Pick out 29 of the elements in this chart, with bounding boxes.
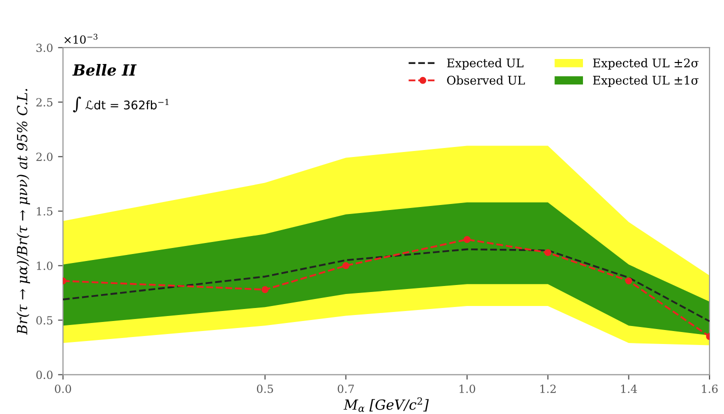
legend-label: Expected UL — [447, 58, 524, 70]
annotation: Belle II — [72, 64, 137, 76]
x-axis-title: M$_{α}$ [GeV/c$^{2}$] — [344, 397, 429, 412]
y-tick-label: 2.5 — [36, 98, 52, 106]
legend-label: Expected UL ±1σ — [593, 76, 699, 87]
point — [262, 286, 268, 294]
text: ×10$^{−3}$ — [64, 34, 98, 44]
y-tick-label: 3.0 — [36, 44, 53, 52]
y-tick-label: 1.0 — [36, 262, 53, 270]
point — [464, 236, 471, 243]
point — [625, 277, 632, 284]
point — [544, 249, 552, 256]
y-axis-title: Br(τ → μα)/Br(τ → μνν) at 95% C.L. — [16, 89, 30, 335]
annotation: ∫ ℒdt = 362fb$^{−1}$ — [73, 96, 168, 112]
y-tick-label: 2.0 — [36, 152, 53, 162]
y-tick-label: 0.0 — [36, 370, 53, 380]
legend-label: Expected UL ±2σ — [593, 58, 699, 70]
y-tick-label: 1.5 — [36, 207, 52, 216]
x-tick-label: 0.7 — [338, 384, 354, 393]
point — [342, 262, 350, 270]
y-tick-label: 0.5 — [36, 316, 52, 325]
x-tick-label: 1.6 — [702, 384, 718, 393]
line-series — [62, 248, 710, 322]
x-tick-label: 1.2 — [540, 384, 556, 393]
legend-label: Observed UL — [447, 76, 525, 85]
x-tick-label: 1.4 — [621, 384, 637, 393]
x-tick-label: 1.0 — [460, 384, 476, 393]
x-tick-label: 0.5 — [256, 384, 274, 393]
x-tick-label: 0.0 — [54, 384, 72, 393]
